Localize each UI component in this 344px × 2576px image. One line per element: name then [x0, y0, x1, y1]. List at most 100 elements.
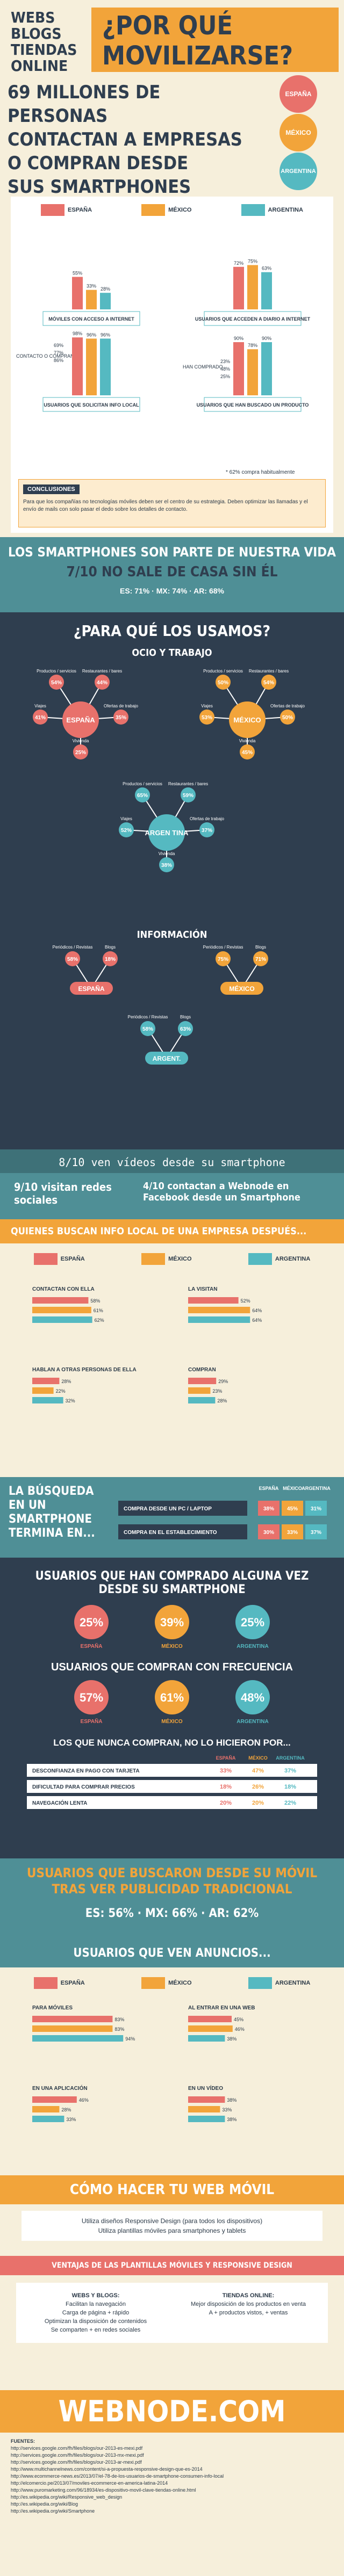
data-bar	[261, 342, 272, 395]
data-bar	[86, 290, 97, 309]
row-label: COMPRA EN EL ESTABLECIMIENTO	[124, 1530, 217, 1536]
source-link[interactable]: http://services.google.com/fh/files/blog…	[11, 2445, 143, 2451]
stat-value: 58%	[142, 1026, 153, 1032]
data-label: 72%	[234, 261, 243, 266]
data-bar	[247, 265, 258, 309]
group-label: EN UN VÍDEO	[188, 2085, 223, 2092]
header-right-title: ¿POR QUÉ MOVILIZARSE?	[91, 8, 339, 72]
search-section: LA BÚSQUEDA EN UN SMARTPHONE TERMINA EN.…	[0, 1477, 344, 1558]
stat-value: 45%	[242, 750, 253, 756]
cell-value: 18%	[220, 1784, 232, 1790]
row-label: DIFICULTAD PARA COMPRAR PRECIOS	[32, 1784, 135, 1790]
data-bar	[72, 337, 83, 395]
data-label: 23%	[212, 1388, 222, 1394]
group-label: PARA MÓVILES	[32, 2004, 73, 2011]
stat-circle	[65, 951, 80, 966]
data-label: 69%	[54, 343, 63, 348]
stat-label: Ofertas de trabajo	[270, 704, 305, 708]
source-link[interactable]: http://www.ecommerce-news.es/2013/07/el-…	[11, 2473, 224, 2479]
howto-section: CÓMO HACER TU WEB MÓVIL Utiliza diseños …	[0, 2175, 344, 2256]
part-of-life-subtitle: 7/10 NO SALE DE CASA SIN ÉL	[66, 564, 278, 580]
data-label: 38%	[227, 2036, 236, 2042]
data-label: 33%	[87, 284, 96, 289]
data-label: 46%	[235, 2027, 245, 2032]
stat-circle	[181, 787, 196, 802]
data-bar	[32, 2016, 113, 2022]
stat-circle	[135, 787, 150, 802]
data-label: 96%	[87, 332, 96, 337]
data-bar	[261, 272, 272, 309]
data-label: 38%	[227, 2097, 236, 2103]
data-bar	[188, 2035, 225, 2042]
stat-value: 71%	[255, 957, 266, 963]
local-info-section: QUIENES BUSCAN INFO LOCAL DE UNA EMPRESA…	[0, 1219, 344, 1477]
country-name: MÉXICO	[161, 1718, 183, 1725]
row-bg	[27, 1764, 317, 1777]
source-link[interactable]: http://www.multichannelnews.com/content/…	[11, 2466, 203, 2472]
stat-label: Vivienda	[239, 739, 256, 743]
source-link[interactable]: http://www.puromarketing.com/96/18934/es…	[11, 2487, 196, 2493]
source-link[interactable]: http://es.wikipedia.org/wiki/Responsive_…	[11, 2494, 123, 2500]
stat-circle	[199, 822, 214, 837]
cell-value: 18%	[284, 1784, 296, 1790]
advantages-right-title: TIENDAS ONLINE:	[222, 2292, 275, 2299]
country-circle	[148, 814, 185, 851]
data-label: 33%	[66, 2117, 76, 2122]
stat-label: Blogs	[255, 945, 266, 950]
stat-label: Vivienda	[73, 739, 89, 743]
data-label: 32%	[66, 1398, 75, 1403]
cell-value: 47%	[252, 1768, 264, 1774]
brand-logo[interactable]: WEBNODE.COM	[0, 2390, 344, 2433]
cell-value: 37%	[284, 1768, 296, 1774]
stat-circle	[155, 1605, 189, 1639]
source-link[interactable]: http://services.google.com/fh/files/blog…	[11, 2459, 142, 2465]
stat-circle	[103, 951, 118, 966]
uses-section: ¿PARA QUÉ LOS USAMOS? OCIO Y TRABAJO 54%…	[0, 612, 344, 1149]
country-name: ESPAÑA	[66, 716, 95, 724]
never-title: LOS QUE NUNCA COMPRAN, NO LO HICIERON PO…	[53, 1738, 290, 1748]
stat-label: Vivienda	[159, 851, 175, 856]
stat-label: Blogs	[105, 945, 116, 950]
stat-label: Periódicos / Revistas	[203, 945, 243, 950]
group-label: COMPRAN	[188, 1367, 216, 1373]
row-label-bg	[118, 1524, 247, 1539]
country-circle-argentina: ARGENTINA	[280, 153, 317, 190]
col-header: MÉXICO	[248, 1755, 268, 1761]
row-label: COMPRA DESDE UN PC / LAPTOP	[124, 1506, 212, 1512]
source-link[interactable]: http://es.wikipedia.org/wiki/Smartphone	[11, 2508, 95, 2514]
data-bar	[32, 1387, 54, 1394]
data-bar	[32, 2116, 64, 2122]
data-label: 86%	[54, 358, 63, 363]
data-bar	[188, 2106, 220, 2112]
data-bar	[32, 1297, 89, 1304]
data-bar	[32, 2025, 113, 2032]
conclusions-box: CONCLUSIONES Para que los compañías no t…	[18, 479, 326, 527]
value-cell	[282, 1524, 303, 1539]
spain-flag-icon	[33, 1253, 58, 1265]
source-link[interactable]: http://elcomercio.pe/2013/07/moviles-eco…	[11, 2480, 168, 2486]
mexico-flag-icon	[141, 1977, 166, 1989]
value-cell	[258, 1501, 280, 1516]
data-bar	[188, 2096, 225, 2103]
source-link[interactable]: http://services.google.com/fh/files/blog…	[11, 2452, 144, 2458]
stat-circle	[159, 857, 174, 872]
stat-value: 61%	[160, 1691, 184, 1704]
data-label: 98%	[73, 331, 82, 336]
data-label: 28%	[61, 2107, 71, 2112]
source-link[interactable]: http://es.wikipedia.org/wiki/Blog	[11, 2501, 78, 2507]
argentina-flag-icon	[248, 1977, 272, 1989]
col-header: ARGENTINA	[276, 1755, 305, 1761]
advantage-item: Facilitan la navegación	[66, 2301, 126, 2307]
stat-circle	[113, 710, 128, 725]
advantage-item: Optimizan la disposición de contenidos	[44, 2318, 147, 2325]
part-of-life-section: LOS SMARTPHONES SON PARTE DE NUESTRA VID…	[0, 537, 344, 612]
howto-title: CÓMO HACER TU WEB MÓVIL	[0, 2175, 344, 2204]
chart-label: MÓVILES CON ACCESO A INTERNET	[48, 316, 134, 322]
data-label: 78%	[248, 343, 257, 348]
advantage-item: Mejor disposición de los productos en ve…	[190, 2301, 306, 2307]
cell-value: 45%	[287, 1506, 298, 1512]
video-right: 4/10 contactan a Webnode en Facebook des…	[143, 1181, 300, 1203]
data-bar	[188, 1297, 239, 1304]
data-label: 64%	[252, 1308, 262, 1313]
advantage-item: A + productos vistos, + ventas	[209, 2310, 288, 2316]
